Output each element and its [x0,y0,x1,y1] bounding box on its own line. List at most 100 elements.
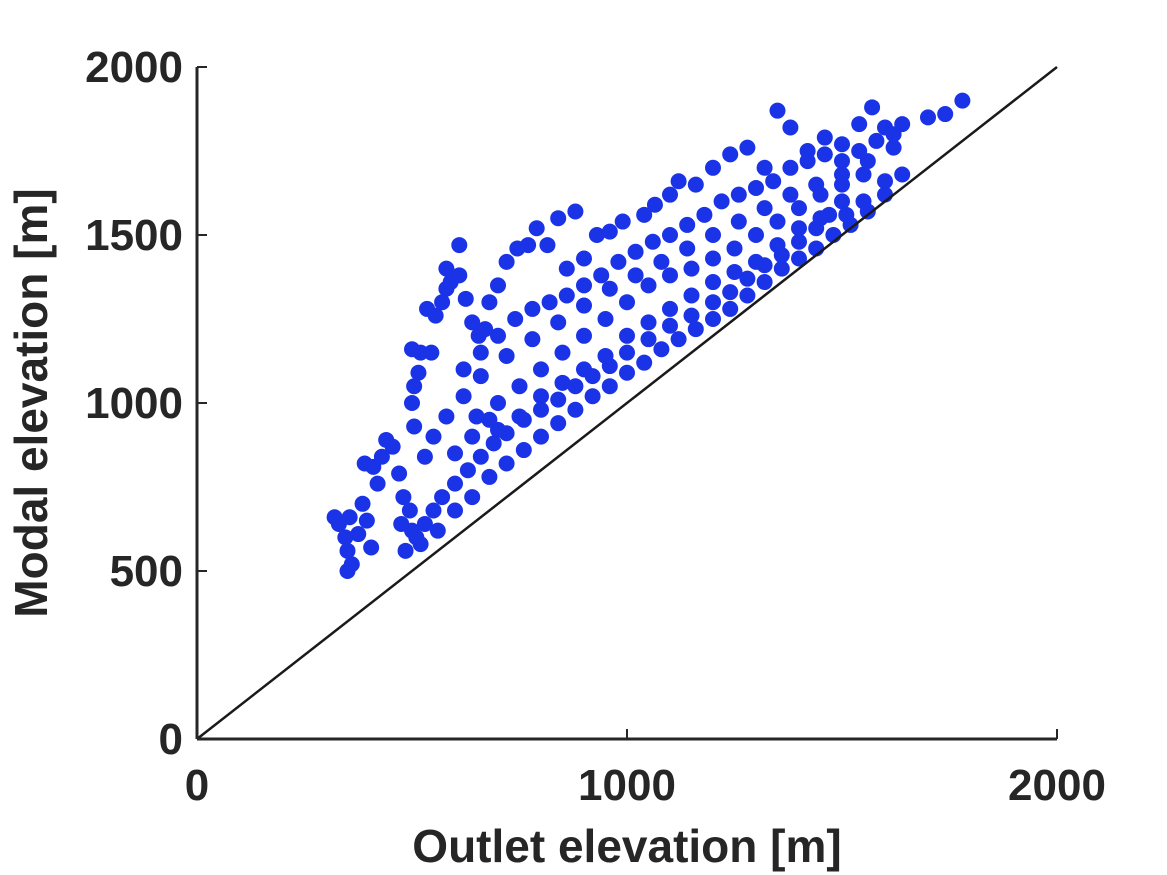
data-point [619,294,635,311]
data-point [756,200,773,217]
data-point [520,237,537,254]
data-point [601,280,618,297]
data-point [722,284,739,301]
data-point [354,495,371,512]
data-point [485,435,502,452]
data-point [533,388,549,405]
data-point [455,388,472,405]
data-point [434,489,451,506]
data-point [391,465,408,482]
data-point [791,250,807,267]
data-point [705,311,721,327]
data-point [614,213,631,230]
data-point [834,176,850,193]
x-tick-label: 0 [185,761,209,810]
data-point [395,489,412,506]
data-point [490,327,506,344]
data-point [739,287,756,304]
data-point [533,428,549,445]
data-point [730,213,747,230]
data-point [350,526,367,543]
data-point [662,227,678,243]
data-point [434,294,451,311]
data-point [593,267,610,284]
data-point [567,378,584,395]
data-point [834,153,850,170]
data-point [705,294,721,311]
data-point [447,475,463,492]
data-point [576,277,592,294]
data-point [588,227,605,243]
data-point [601,378,618,395]
x-axis-label: Outlet elevation [m] [412,820,841,872]
data-point [842,216,859,233]
y-axis-label: Modal elevation [m] [5,188,57,617]
y-axis-ticks: 0 500 1000 1500 2000 [85,43,207,764]
data-point [937,106,954,123]
data-point [524,331,541,348]
data-point [885,126,902,143]
data-point [855,166,872,183]
data-point [894,166,911,183]
data-point [756,274,773,291]
data-point [597,311,614,327]
data-point [748,227,764,243]
x-tick-label: 2000 [1008,761,1106,810]
data-point [705,227,721,243]
data-point [567,203,584,220]
data-point [498,455,515,472]
data-point [507,311,524,327]
y-tick-label: 1500 [85,211,183,260]
data-point [885,139,902,156]
data-point [726,263,743,280]
data-point [416,515,433,532]
data-point [791,200,807,217]
data-point [662,300,678,317]
data-point [429,522,446,539]
y-tick-label: 2000 [85,43,183,92]
data-point [401,502,418,519]
data-point [451,267,468,284]
data-point [670,173,687,190]
data-point [662,186,678,203]
data-point [610,253,627,270]
data-point [472,368,489,385]
data-point [769,213,786,230]
data-point [920,109,936,126]
data-point [687,321,704,338]
data-point [627,243,644,260]
data-point [472,344,489,361]
data-point [427,307,444,324]
data-point [558,260,575,277]
data-point [425,428,442,445]
data-point [705,250,721,267]
data-point [816,129,833,146]
data-point [644,233,661,250]
data-point [498,253,515,270]
data-point [748,253,764,270]
data-point [576,297,592,314]
data-point [653,341,670,358]
data-point [834,193,850,210]
x-tick-label: 1000 [578,761,676,810]
y-tick-label: 0 [159,715,183,764]
data-point [447,445,463,462]
data-point [533,361,549,378]
data-point [490,395,506,411]
data-point [339,542,356,559]
data-point [455,361,472,378]
data-point [619,344,635,361]
data-point [438,408,455,425]
data-point [576,361,592,378]
data-point [679,216,696,233]
data-point [696,206,713,223]
data-point [726,240,743,257]
plot-area [195,66,1058,741]
data-point [683,287,700,304]
data-point [851,116,868,133]
data-point [576,250,592,267]
data-point [384,438,401,455]
data-point [812,186,829,203]
data-point [528,220,545,237]
